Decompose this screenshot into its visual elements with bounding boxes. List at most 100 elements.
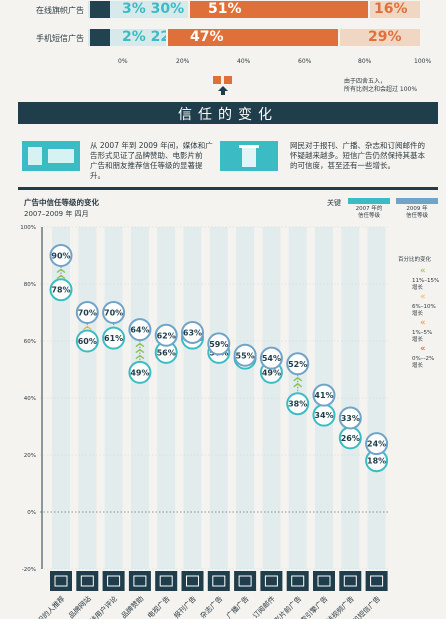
- thumbs-up-icon-glyph: [107, 575, 121, 587]
- paragraph-left: 从 2007 年到 2009 年间，媒体和广 告形式见证了品牌赞助、电影片前 广告和…: [90, 141, 213, 180]
- dot-2007: [128, 360, 152, 384]
- label-2009: 70%: [104, 309, 123, 318]
- bar-seg-banner-4: 16%: [370, 1, 420, 18]
- legend-chevron-icon: «: [420, 292, 426, 302]
- increase-chevron: [135, 342, 145, 348]
- chart-title: 广告中信任等级的变化: [24, 198, 99, 207]
- label-2007: 34%: [314, 411, 333, 420]
- web-banner-icon: [90, 1, 110, 18]
- sponsor-icon: [128, 571, 151, 591]
- video-icon-glyph: [343, 575, 357, 587]
- cinema-icon-glyph: [291, 575, 305, 587]
- dot-2007: [49, 278, 73, 302]
- legend-label-2009: 2009 年信任等级: [405, 206, 428, 219]
- dot-2009: [128, 318, 152, 342]
- cinema-icon: [286, 571, 309, 591]
- legend-chevron-icon: «: [420, 266, 426, 276]
- category-label: 品牌赞助: [119, 594, 145, 619]
- stacked-bar-banner: 3% 30% 51% 16%: [88, 1, 420, 18]
- magazine-icon: [207, 571, 230, 591]
- legend-chevron-icon: «: [420, 344, 426, 354]
- label-2007: 49%: [262, 368, 281, 377]
- label-2007: 26%: [341, 434, 360, 443]
- top-axis-tick: 20%: [176, 58, 190, 65]
- increase-chevron: [135, 348, 145, 354]
- phone-icon: [365, 571, 388, 591]
- label-2007: 56%: [157, 348, 176, 357]
- search-icon-glyph: [317, 575, 331, 587]
- label-2007: 78%: [51, 286, 70, 295]
- trust-change-icon: [212, 74, 234, 96]
- y-tick-label: 0%: [27, 510, 36, 516]
- dot-2007: [75, 329, 99, 353]
- label-2007: 60%: [78, 337, 97, 346]
- y-tick-label: 20%: [24, 453, 36, 459]
- newspaper-icon-glyph: [186, 575, 199, 587]
- increase-chevron: [56, 274, 66, 280]
- increase-chevron: [293, 382, 303, 388]
- category-label: 电视广告: [145, 594, 171, 619]
- column-stripe: [183, 227, 202, 569]
- label-2007: 49%: [130, 368, 149, 377]
- label-2009: 55%: [236, 351, 255, 360]
- label-2009: 54%: [262, 354, 281, 363]
- magazine-icon-glyph: [212, 575, 226, 587]
- label-2009: 41%: [314, 391, 333, 400]
- paragraph-right: 网民对于报刊、广播、杂志和订阅邮件的 怀疑越来越多。短信广告仍然保持其基本 的可信度…: [290, 141, 425, 170]
- rounding-note-1: 由于四舍五入，: [344, 78, 387, 85]
- dot-2009: [233, 343, 257, 367]
- category-label: 广播广告: [224, 594, 250, 619]
- category-label: 品牌网站: [67, 594, 93, 619]
- y-tick-label: 80%: [24, 282, 36, 288]
- label-2009: 52%: [288, 360, 307, 369]
- y-tick-label: -20%: [22, 567, 36, 573]
- dot-2009: [365, 432, 389, 456]
- top-axis-tick: 40%: [237, 58, 251, 65]
- legend-swatch-2009: [396, 198, 438, 204]
- phone-icon-glyph: [370, 575, 384, 587]
- dot-2009: [338, 406, 362, 430]
- legend-change-title: 百分比的变化: [398, 257, 432, 263]
- legend-swatch-2007: [348, 198, 390, 204]
- row-label-sms: 手机短信广告: [36, 34, 84, 43]
- dot-2009: [259, 346, 283, 370]
- category-label: 订阅邮件: [251, 594, 277, 619]
- bar-seg-banner-3: 51%: [190, 1, 368, 18]
- dot-2009: [207, 332, 231, 356]
- section-divider: [18, 187, 438, 190]
- search-icon: [313, 571, 335, 591]
- legend-item-3: 1%–5% 增长: [412, 330, 433, 343]
- legend-key: 关键: [327, 199, 341, 207]
- rounding-note-2: 所有比例之和会超过 100%: [344, 86, 418, 93]
- radio-icon-glyph: [238, 575, 252, 587]
- dot-2009: [181, 320, 204, 344]
- legend-label-2007: 2007 年的 信任等级: [355, 206, 383, 219]
- label-2009: 64%: [130, 326, 149, 335]
- tv-icon-glyph: [159, 575, 173, 587]
- y-tick-label: 40%: [24, 396, 36, 402]
- mail-icon: [260, 571, 283, 591]
- legend-item-2: 6%–10% 增长: [412, 304, 436, 317]
- top-axis-tick: 100%: [414, 58, 432, 65]
- newspaper-icon: [181, 571, 204, 591]
- bar-seg-banner-1: 3% 30%: [88, 1, 188, 18]
- legend-item-1: 11%–15% 增长: [412, 278, 440, 291]
- label-2009: 70%: [78, 309, 97, 318]
- tv-icon: [155, 571, 178, 591]
- thumbs-up-icon: [102, 571, 125, 591]
- bar-seg-sms-3: 47%: [168, 29, 338, 46]
- section-title: 信任的变化: [178, 107, 278, 123]
- category-label: 认识的人推荐: [30, 594, 66, 619]
- row-label-banner: 在线旗帜广告: [36, 6, 84, 15]
- sponsor-icon-glyph: [133, 575, 147, 587]
- top-axis-tick: 80%: [358, 58, 372, 65]
- top-axis-tick: 60%: [298, 58, 312, 65]
- category-label: 报刊广告: [172, 594, 198, 619]
- dot-2009: [154, 323, 178, 347]
- label-2007: 61%: [104, 334, 123, 343]
- mobile-phone-icon: [90, 29, 110, 46]
- label-2007: 18%: [367, 457, 386, 466]
- increase-chevron: [135, 354, 145, 360]
- legend-chevron-icon: «: [420, 318, 426, 328]
- people-icon: [50, 571, 72, 591]
